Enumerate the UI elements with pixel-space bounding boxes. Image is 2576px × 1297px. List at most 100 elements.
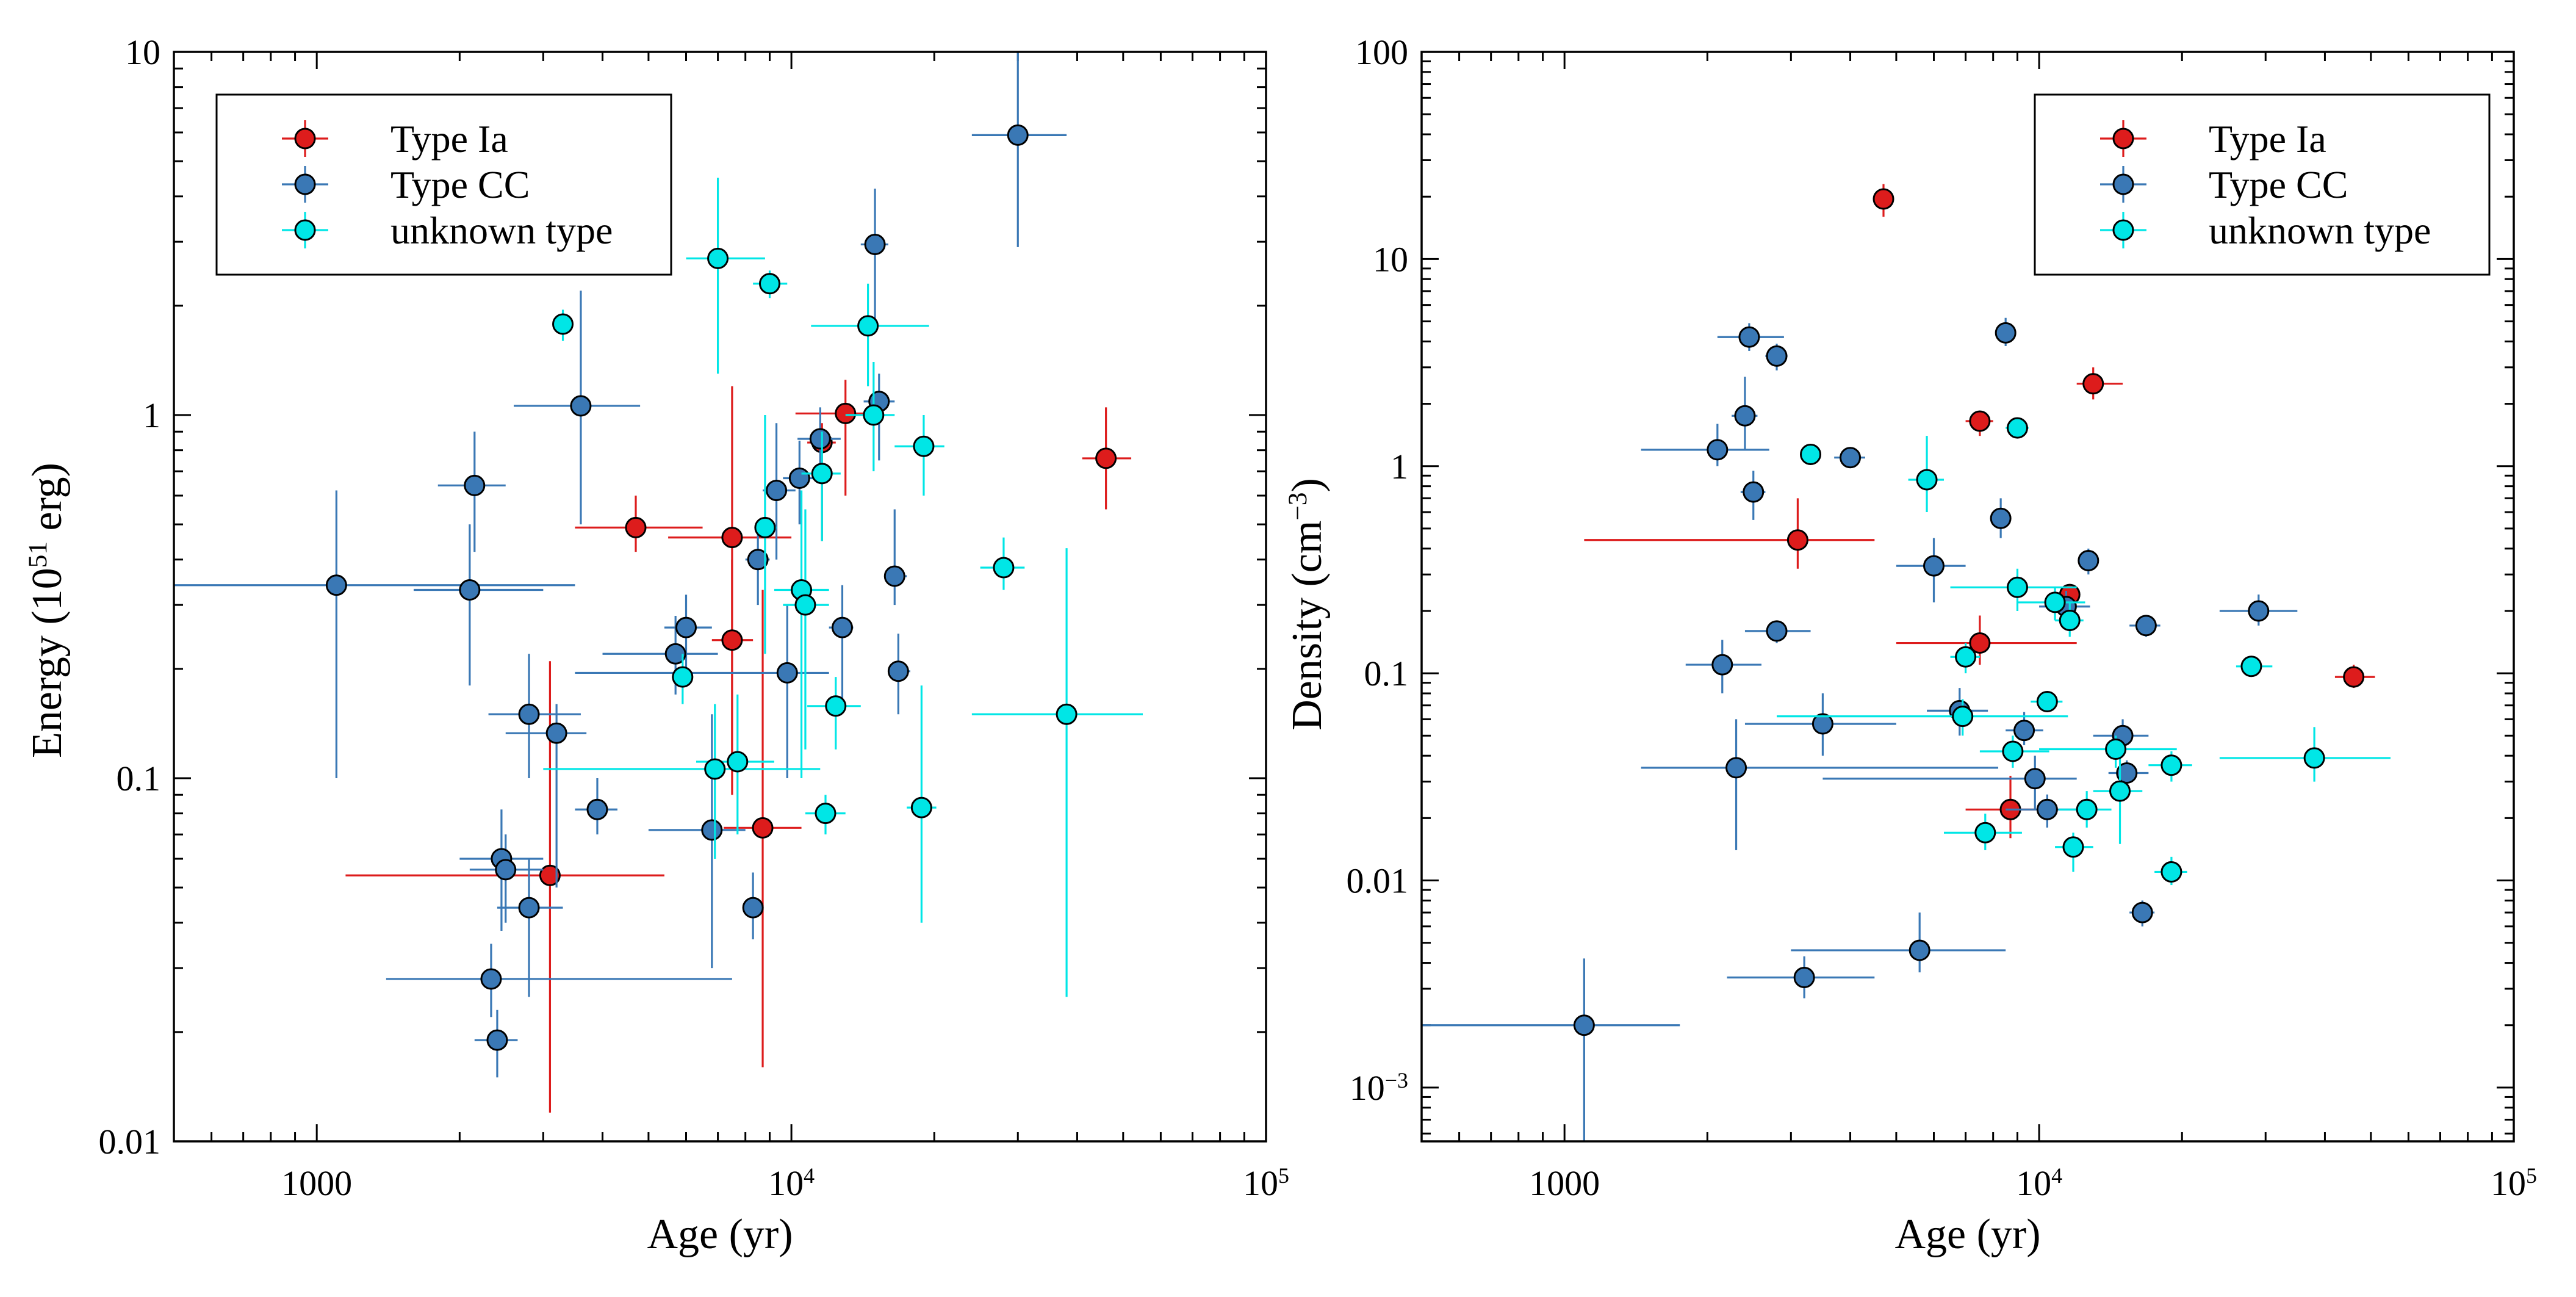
data-point bbox=[1766, 620, 1788, 642]
data-point bbox=[2160, 754, 2182, 776]
legend-label: Type CC bbox=[390, 163, 530, 206]
x-tick-label: 105 bbox=[1243, 1163, 1289, 1203]
data-point bbox=[701, 819, 723, 841]
data-point bbox=[794, 594, 816, 616]
legend-marker bbox=[2112, 128, 2134, 150]
y-tick-label: 1 bbox=[143, 396, 160, 435]
x-tick-label: 1000 bbox=[281, 1163, 352, 1203]
data-point bbox=[625, 516, 647, 538]
data-point bbox=[2006, 417, 2028, 439]
data-point bbox=[1707, 439, 1729, 461]
data-point bbox=[1573, 1014, 1595, 1036]
data-point bbox=[325, 574, 347, 596]
data-point bbox=[863, 404, 885, 426]
x-tick-label: 1000 bbox=[1529, 1163, 1600, 1203]
data-point bbox=[727, 751, 749, 773]
data-point bbox=[552, 313, 574, 335]
y-tick-label: 10 bbox=[1373, 239, 1408, 279]
data-point bbox=[2062, 836, 2084, 858]
data-point bbox=[887, 660, 909, 682]
data-point bbox=[776, 662, 798, 684]
data-point bbox=[2013, 720, 2035, 742]
x-tick-label: 105 bbox=[2491, 1163, 2537, 1203]
data-point bbox=[883, 565, 905, 587]
data-point bbox=[459, 579, 481, 601]
y-tick-label: 0.1 bbox=[1364, 654, 1409, 693]
data-point bbox=[831, 616, 853, 638]
legend-label: Type Ia bbox=[2209, 117, 2326, 161]
data-layer bbox=[1422, 184, 2391, 1141]
data-point bbox=[754, 516, 776, 538]
y-tick-label: 100 bbox=[1355, 32, 1408, 72]
x-tick-label: 104 bbox=[2016, 1163, 2062, 1203]
data-point bbox=[721, 527, 743, 549]
data-point bbox=[752, 817, 774, 839]
data-point bbox=[1969, 410, 1991, 432]
data-point bbox=[2343, 666, 2365, 688]
data-point bbox=[811, 463, 833, 485]
data-point bbox=[1811, 713, 1833, 735]
data-point bbox=[913, 435, 935, 457]
data-point bbox=[1969, 632, 1991, 654]
data-point bbox=[809, 428, 831, 450]
data-point bbox=[1955, 646, 1977, 668]
data-point bbox=[518, 703, 540, 725]
series-unknown bbox=[543, 178, 1143, 997]
data-point bbox=[539, 864, 561, 886]
legend-marker bbox=[2112, 219, 2134, 241]
data-point bbox=[1990, 507, 2012, 529]
data-point bbox=[815, 803, 836, 825]
data-point bbox=[2078, 549, 2099, 571]
data-point bbox=[1734, 405, 1756, 427]
data-point bbox=[486, 1029, 508, 1051]
data-point bbox=[788, 467, 810, 489]
data-point bbox=[480, 968, 502, 990]
data-point bbox=[910, 797, 932, 818]
y-tick-label: 1 bbox=[1391, 447, 1408, 486]
data-point bbox=[2248, 600, 2270, 622]
data-point bbox=[2036, 798, 2058, 820]
data-point bbox=[704, 758, 726, 780]
data-point bbox=[1095, 447, 1117, 469]
data-point bbox=[545, 722, 567, 744]
data-point bbox=[857, 315, 879, 337]
energy-panel: 1000 104 105 0.01 0.1 1 10 Age (yr) Energy (1051… bbox=[23, 32, 1289, 1258]
data-point bbox=[2002, 740, 2024, 762]
data-point bbox=[2105, 739, 2127, 760]
data-point bbox=[758, 273, 780, 295]
y-tick-label: 0.01 bbox=[99, 1122, 161, 1162]
data-point bbox=[2044, 591, 2066, 613]
plot-frame bbox=[173, 51, 1267, 1143]
y-tick-label: 10 bbox=[125, 32, 160, 72]
legend-label: Type CC bbox=[2209, 163, 2348, 206]
data-point bbox=[1873, 188, 1894, 210]
data-point bbox=[2116, 762, 2138, 784]
data-point bbox=[1738, 326, 1760, 348]
data-point bbox=[1952, 706, 1974, 728]
data-point bbox=[993, 557, 1015, 579]
legend-label: unknown type bbox=[390, 209, 613, 252]
data-point bbox=[2131, 901, 2153, 923]
series-CC bbox=[1422, 317, 2298, 1141]
y-axis-label: Density (cm−3) bbox=[1283, 478, 1331, 731]
data-point bbox=[2303, 747, 2325, 769]
data-point bbox=[721, 629, 743, 651]
plot-frame bbox=[1420, 51, 2515, 1143]
data-point bbox=[864, 233, 886, 255]
series-Ia bbox=[1584, 184, 2375, 839]
legend-box bbox=[215, 93, 672, 276]
data-layer bbox=[174, 52, 1143, 1113]
data-point bbox=[766, 480, 788, 502]
data-point bbox=[672, 666, 694, 688]
y-tick-label: 0.1 bbox=[117, 759, 161, 798]
data-point bbox=[1725, 757, 1747, 779]
data-point bbox=[464, 474, 486, 496]
data-point bbox=[2076, 798, 2098, 820]
density-panel: 1000 104 105 10−3 0.01 0.1 1 10 100 Age (yr) Densi… bbox=[1283, 32, 2537, 1258]
data-point bbox=[2059, 609, 2081, 631]
data-point bbox=[675, 616, 697, 638]
y-tick-label: 10−3 bbox=[1350, 1068, 1408, 1108]
data-point bbox=[1786, 529, 1808, 551]
